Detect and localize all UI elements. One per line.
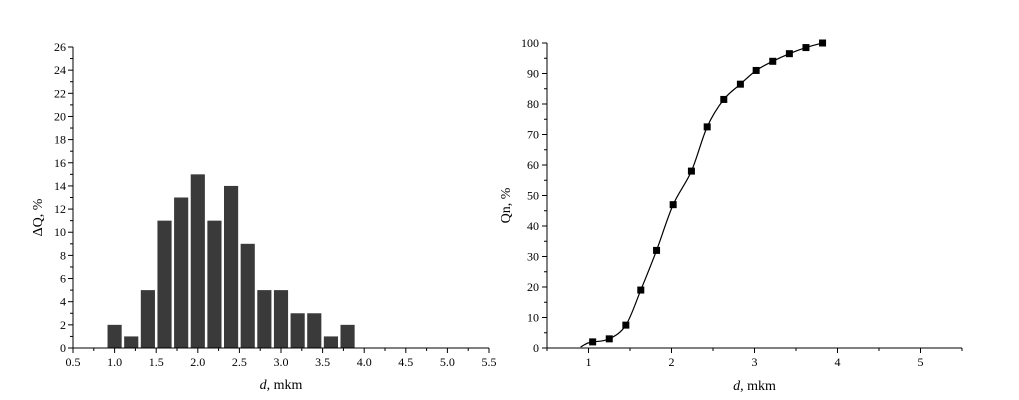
y-tick-label: 80 (527, 97, 539, 111)
data-point-marker (785, 50, 793, 58)
y-tick-label: 16 (54, 156, 66, 170)
x-axis-label: d, mkm (260, 378, 303, 393)
histogram-bar (190, 174, 205, 348)
x-tick-label: 5.5 (482, 355, 497, 369)
histogram-bar (290, 313, 305, 348)
x-axis-label: d, mkm (733, 379, 776, 394)
data-point-marker (720, 95, 728, 103)
data-point-marker (622, 321, 630, 329)
data-point-marker (637, 286, 645, 294)
y-tick-label: 26 (54, 40, 66, 54)
histogram-bar (124, 336, 139, 348)
y-tick-label: 12 (54, 202, 66, 216)
y-tick-label: 14 (54, 179, 66, 193)
x-tick-label: 0.5 (66, 355, 81, 369)
data-point-marker (819, 39, 827, 47)
data-point-marker (687, 167, 695, 175)
y-tick-label: 22 (54, 86, 66, 100)
x-axis-label-unit: , mkm (740, 379, 776, 394)
histogram-bar (157, 220, 172, 348)
y-tick-label: 18 (54, 133, 66, 147)
x-tick-label: 3.5 (315, 355, 330, 369)
y-tick-label: 100 (521, 36, 539, 50)
data-point-marker (589, 338, 597, 346)
x-tick-label: 2 (669, 355, 675, 369)
histogram-bar (174, 197, 189, 348)
histogram-bar (140, 290, 155, 348)
x-tick-label: 5.0 (440, 355, 455, 369)
y-tick-label: 20 (527, 280, 539, 294)
histogram-bar (323, 336, 338, 348)
data-point-marker (769, 57, 777, 65)
y-tick-label: 10 (527, 311, 539, 325)
data-point-marker (703, 123, 711, 131)
x-axis-label-unit: , mkm (267, 378, 303, 393)
x-tick-label: 3 (752, 355, 758, 369)
y-tick-label: 50 (527, 189, 539, 203)
y-tick-label: 2 (60, 318, 66, 332)
x-axis-label-symbol: d (260, 378, 268, 393)
y-tick-label: 30 (527, 250, 539, 264)
histogram-bar (224, 185, 239, 348)
data-point-marker (669, 201, 677, 209)
histogram-bar (107, 324, 122, 348)
y-axis-label: Qn, % (499, 187, 514, 223)
data-point-marker (653, 246, 661, 254)
histogram-bar (207, 220, 222, 348)
x-tick-label: 1.5 (149, 355, 164, 369)
x-axis-label-symbol: d (733, 379, 741, 394)
x-tick-label: 2.0 (190, 355, 205, 369)
data-point-marker (752, 66, 760, 74)
y-tick-label: 90 (527, 67, 539, 81)
histogram-bar (307, 313, 322, 348)
x-tick-label: 2.5 (232, 355, 247, 369)
y-tick-label: 60 (527, 158, 539, 172)
y-tick-label: 6 (60, 272, 66, 286)
y-tick-label: 10 (54, 225, 66, 239)
y-tick-label: 4 (60, 295, 66, 309)
histogram-bar (257, 290, 272, 348)
series-line (592, 42, 823, 343)
x-tick-label: 1 (586, 355, 592, 369)
data-point-marker (802, 44, 810, 52)
y-tick-label: 0 (60, 341, 66, 355)
histogram-bar (273, 290, 289, 348)
y-tick-label: 0 (533, 341, 539, 355)
x-tick-label: 3.0 (274, 355, 289, 369)
y-tick-label: 40 (527, 219, 539, 233)
y-tick-label: 24 (54, 63, 66, 77)
y-tick-label: 20 (54, 109, 66, 123)
data-point-marker (605, 335, 613, 343)
x-tick-label: 1.0 (107, 355, 122, 369)
histogram-chart: 0.5 1.0 1.5 2.0 2.5 3.0 3.5 4.0 4.5 5.0 5.50246810… (31, 40, 497, 393)
histogram-bar (340, 324, 355, 348)
histogram-bar (240, 243, 255, 348)
y-axis-label: ΔQ, % (31, 198, 46, 236)
x-tick-label: 5 (918, 355, 924, 369)
y-tick-label: 8 (60, 248, 66, 262)
x-tick-label: 4 (835, 355, 841, 369)
y-tick-label: 70 (527, 128, 539, 142)
data-point-marker (736, 80, 744, 88)
x-tick-label: 4.5 (398, 355, 413, 369)
x-tick-label: 4.0 (357, 355, 372, 369)
